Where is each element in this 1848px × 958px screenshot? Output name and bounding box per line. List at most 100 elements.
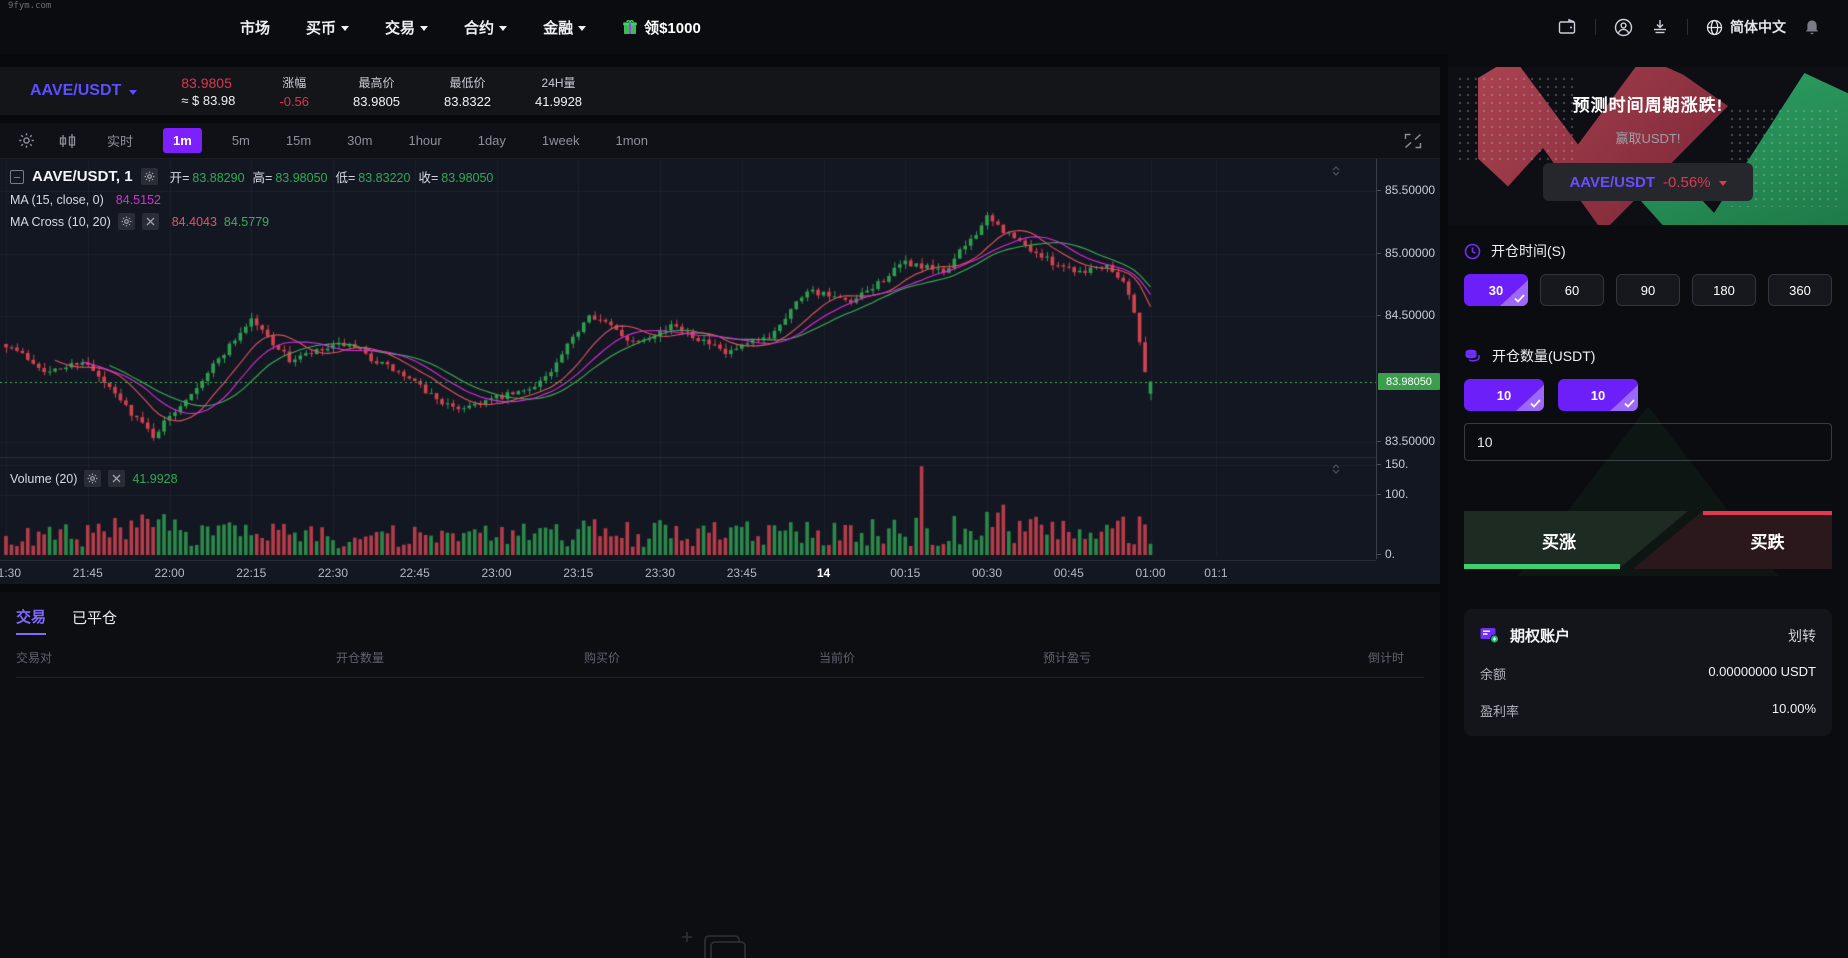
interval-15m[interactable]: 15m (285, 133, 312, 148)
column-header-交易对: 交易对 (16, 651, 53, 665)
time-tick-label: 22:00 (154, 566, 185, 580)
fullscreen-icon[interactable] (1404, 133, 1422, 149)
profit-rate-row: 盈利率 10.00% (1480, 701, 1816, 719)
banner-pair: AAVE/USDT (1569, 173, 1656, 191)
order-form: 开仓时间(S) 30 60 90 180 360 开仓数量(USDT) 10 10 买涨 (1448, 241, 1848, 576)
buy-down-accent (1703, 511, 1832, 515)
time-tick-label: 00:45 (1053, 566, 1084, 580)
ticker-low: 最低价 83.8322 (444, 75, 492, 109)
interval-1m[interactable]: 1m (163, 128, 202, 153)
time-tick-label: 22:45 (399, 566, 430, 580)
claim-bonus-button[interactable]: 领$1000 (622, 17, 701, 38)
volume-pane-maximize-icon[interactable] (1330, 463, 1342, 475)
user-icon[interactable] (1614, 18, 1633, 37)
transfer-button[interactable]: 划转 (1788, 627, 1816, 644)
time-option-90[interactable]: 90 (1616, 274, 1680, 306)
chart-symbol-title: AAVE/USDT, 1 (32, 168, 133, 185)
column-header-购买价: 购买价 (584, 651, 621, 665)
amount-preset-0[interactable]: 10 (1464, 379, 1544, 411)
site-watermark: 9fym.com (8, 1, 52, 11)
time-tick-label: 23:15 (563, 566, 594, 580)
language-selector[interactable]: 简体中文 (1706, 17, 1786, 37)
column-header-当前价: 当前价 (819, 651, 856, 665)
amount-preset-label: 10 (1590, 387, 1606, 403)
time-option-360[interactable]: 360 (1768, 274, 1832, 306)
main-area: AAVE/USDT 83.9805 ≈ $ 83.98 涨幅 -0.56 最高价… (0, 54, 1848, 958)
volume-tick-label: 0. (1376, 547, 1396, 561)
chart-settings-icon[interactable] (18, 132, 35, 149)
divider (1687, 19, 1688, 35)
price-tick-label: 85.00000 (1376, 245, 1436, 260)
banner-change: -0.56% (1663, 173, 1711, 191)
menu-item-label: 买币 (306, 19, 337, 37)
time-option-label: 180 (1713, 282, 1735, 298)
chevron-down-icon (499, 25, 508, 31)
interval-30m[interactable]: 30m (347, 133, 373, 148)
menu-item-买币[interactable]: 买币 (306, 17, 350, 38)
chart-canvas[interactable] (0, 159, 1376, 559)
time-tick-label: 01:1 (1204, 566, 1228, 580)
symbol-settings-icon[interactable] (140, 168, 158, 185)
chart-type-icon[interactable] (59, 133, 77, 149)
pane-maximize-icon[interactable] (1330, 165, 1342, 177)
time-axis[interactable]: 21:30 21:45 22:00 22:15 22:30 22:45 23:00 23:15… (0, 560, 1376, 584)
legend-collapse-icon[interactable] (10, 169, 24, 184)
time-option-30[interactable]: 30 (1464, 274, 1528, 306)
menu-item-市场[interactable]: 市场 (240, 17, 270, 38)
amount-input[interactable] (1464, 423, 1832, 461)
time-tick-label: 21:30 (0, 566, 22, 580)
positions-panel: 交易 已平仓 交易对 开仓数量 购买价 当前价 预计盈亏 倒计时 (0, 592, 1440, 958)
buy-up-button[interactable]: 买涨 (1464, 511, 1688, 569)
prediction-banner: 预测时间周期涨跌! 赢取USDT! AAVE/USDT -0.56% (1448, 67, 1848, 225)
interval-1mon[interactable]: 1mon (615, 133, 649, 148)
volume-settings-icon[interactable] (84, 470, 102, 487)
options-account-card: 期权账户 划转 余额 0.00000000 USDT 盈利率 10.00% (1464, 609, 1832, 736)
amount-presets: 10 10 (1464, 379, 1832, 411)
banner-headline: 预测时间周期涨跌! (1572, 96, 1724, 115)
ma-cross-settings-icon[interactable] (117, 213, 135, 230)
wallet-icon[interactable] (1558, 18, 1577, 36)
interval-1day[interactable]: 1day (477, 133, 506, 148)
amount-preset-label: 10 (1496, 387, 1512, 403)
chevron-down-icon (341, 25, 350, 31)
time-option-label: 60 (1564, 282, 1580, 298)
last-price: 83.9805 (181, 74, 232, 91)
menu-item-交易[interactable]: 交易 (385, 17, 429, 38)
interval-实时[interactable]: 实时 (107, 134, 134, 149)
chevron-down-icon (420, 25, 429, 31)
tab-已平仓[interactable]: 已平仓 (72, 610, 118, 627)
tab-交易[interactable]: 交易 (16, 606, 47, 635)
column-header-预计盈亏: 预计盈亏 (1043, 651, 1092, 665)
interval-5m[interactable]: 5m (231, 133, 250, 148)
volume-remove-icon[interactable] (108, 470, 126, 487)
banner-pair-selector[interactable]: AAVE/USDT -0.56% (1543, 163, 1753, 201)
ma-cross-remove-icon[interactable] (141, 213, 159, 230)
time-tick-label: 21:45 (72, 566, 103, 580)
time-tick-label: 23:45 (726, 566, 757, 580)
menu-item-金融[interactable]: 金融 (543, 17, 587, 38)
time-option-180[interactable]: 180 (1692, 274, 1756, 306)
balance-row: 余额 0.00000000 USDT (1480, 664, 1816, 682)
clock-icon (1464, 243, 1481, 260)
time-option-60[interactable]: 60 (1540, 274, 1604, 306)
time-tick-label: 22:15 (236, 566, 267, 580)
download-app-icon[interactable] (1651, 18, 1669, 36)
interval-1hour[interactable]: 1hour (408, 133, 442, 148)
ticker-price: 83.9805 ≈ $ 83.98 (181, 75, 235, 108)
ohlc-values: 开= 83.88290 高= 83.98050 低= 83.83220 收= 83.98… (169, 171, 494, 185)
pair-selector[interactable]: AAVE/USDT (30, 82, 138, 100)
interval-1week[interactable]: 1week (541, 133, 580, 148)
gift-icon (622, 19, 638, 35)
amount-preset-1[interactable]: 10 (1558, 379, 1638, 411)
price-axis[interactable]: 85.50000 85.00000 84.50000 83.50000 150. 100.… (1376, 159, 1440, 561)
buy-up-accent (1464, 564, 1620, 569)
dots-decoration (1456, 75, 1576, 165)
notifications-icon[interactable] (1804, 19, 1820, 36)
positions-tabs: 交易 已平仓 (16, 606, 1424, 635)
banner-subtitle: 赢取USDT! (1615, 131, 1681, 146)
candlestick-chart[interactable]: AAVE/USDT, 1 开= 83.88290 高= 83.98050 低= 83.… (0, 159, 1440, 584)
ticker-high: 最高价 83.9805 (353, 75, 401, 109)
open-time-section-label: 开仓时间(S) (1464, 241, 1832, 261)
menu-item-合约[interactable]: 合约 (464, 17, 508, 38)
